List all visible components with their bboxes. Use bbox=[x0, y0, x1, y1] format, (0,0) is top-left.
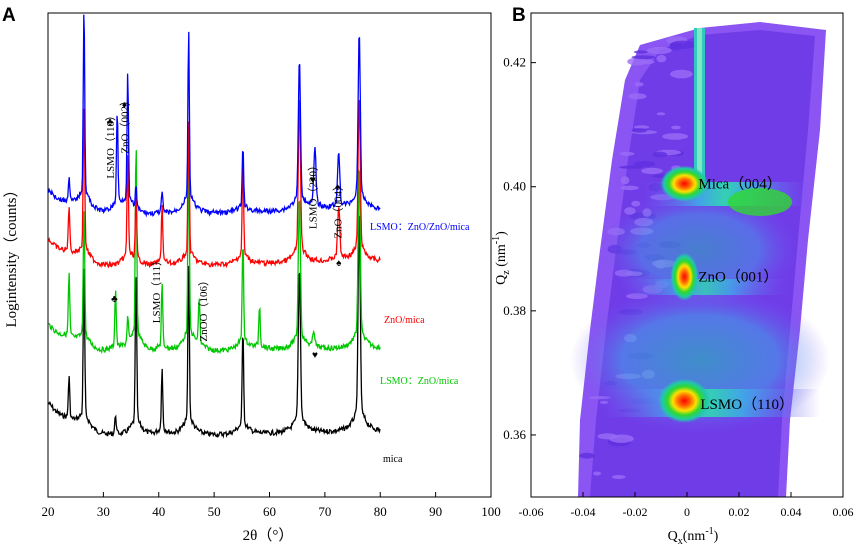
peak-symbol: ♠ bbox=[335, 182, 341, 193]
noise-blob bbox=[671, 125, 681, 130]
panel-a-series-labels: mica LSMO：ZnO/mica ZnO/mica LSMO：ZnO/ZnO/mi… bbox=[370, 222, 470, 465]
mica-side-lobe bbox=[728, 188, 792, 216]
qx-tick-label: -0.02 bbox=[623, 505, 648, 519]
peak-symbol: ♥ bbox=[312, 350, 318, 361]
diffraction-spot bbox=[658, 378, 711, 423]
peak-annotation: ZnOO（106） bbox=[197, 275, 210, 342]
noise-blob bbox=[646, 46, 672, 55]
peak-symbol: ♥ bbox=[310, 175, 316, 186]
qz-tick-label: 0.36 bbox=[503, 427, 526, 442]
x-tick-label: 60 bbox=[263, 504, 276, 519]
peak-symbol: ♦ bbox=[122, 100, 127, 111]
qx-tick-label: 0.04 bbox=[781, 505, 802, 519]
peak-annotation: ZnO（004） bbox=[332, 180, 345, 239]
qx-tick-label: -0.04 bbox=[571, 505, 596, 519]
x-tick-label: 80 bbox=[374, 504, 387, 519]
noise-blob bbox=[633, 161, 656, 167]
qz-tick-label: 0.40 bbox=[503, 179, 526, 194]
panel-a-plot: 20 30 40 50 60 70 80 90 100 LSMO（110）♣ ZnO（002）♦L… bbox=[3, 12, 501, 544]
series-line bbox=[48, 144, 381, 355]
series-label: LSMO：ZnO/ZnO/mica bbox=[370, 222, 470, 233]
noise-blob bbox=[611, 475, 626, 479]
noise-blob bbox=[641, 167, 663, 175]
noise-blob bbox=[669, 40, 697, 49]
panel-a-label: A bbox=[2, 5, 16, 26]
peak-symbol: ♠ bbox=[336, 258, 342, 269]
peak-symbol: ♣ bbox=[111, 294, 118, 305]
peak-annotation: LSMO（220） bbox=[307, 160, 320, 229]
x-tick-label: 50 bbox=[208, 504, 221, 519]
noise-blob bbox=[628, 93, 647, 100]
noise-blob bbox=[670, 69, 693, 79]
panel-b-label: B bbox=[512, 5, 526, 26]
noise-blob bbox=[631, 55, 656, 60]
peak-annotation: ZnO（002） bbox=[118, 95, 131, 154]
diffraction-spot bbox=[660, 165, 709, 202]
qx-tick-label: -0.06 bbox=[519, 505, 544, 519]
noise-blob bbox=[627, 57, 647, 66]
panel-a-annotations: LSMO（110）♣ ZnO（002）♦LSMO（220）♥ ZnO（004）♠LS… bbox=[104, 95, 345, 361]
panel-b-x-label: Qx(nm-1) bbox=[668, 526, 719, 547]
noise-blob bbox=[633, 50, 648, 54]
vertical-rod-core bbox=[697, 28, 702, 188]
series-line bbox=[47, 14, 381, 218]
noise-blob bbox=[634, 82, 644, 87]
panel-b-ticks: -0.06 -0.04 -0.02 0 0.02 0.04 0.06 0.36 0.38 0.40… bbox=[503, 55, 853, 519]
spot-label: Mica（004） bbox=[698, 176, 781, 193]
peak-annotation: LSMO（111） bbox=[150, 255, 163, 323]
x-tick-label: 30 bbox=[97, 504, 110, 519]
series-label: ZnO/mica bbox=[384, 315, 425, 326]
series-label: mica bbox=[383, 454, 403, 465]
spot-label: ZnO（001） bbox=[698, 269, 778, 286]
qx-tick-label: 0 bbox=[684, 505, 690, 519]
noise-blob bbox=[656, 54, 667, 63]
qz-tick-label: 0.38 bbox=[503, 303, 526, 318]
qz-tick-label: 0.42 bbox=[503, 55, 526, 70]
series-label: LSMO：ZnO/mica bbox=[380, 376, 459, 387]
map-spots: Mica（004） ZnO（001） LSMO（110） bbox=[658, 165, 794, 423]
qx-tick-label: 0.02 bbox=[729, 505, 750, 519]
x-tick-label: 90 bbox=[429, 504, 442, 519]
series-line bbox=[47, 99, 381, 269]
panel-b-plot: Mica（004）ZnO（001）LSMO（110） -0.06 -0.04 -0.… bbox=[491, 12, 854, 547]
peak-symbol: ♣ bbox=[107, 117, 114, 128]
noise-blob bbox=[634, 125, 650, 129]
noise-blob bbox=[620, 185, 639, 191]
noise-blob bbox=[620, 176, 630, 185]
panel-a-y-label: Logintensity（counts） bbox=[3, 183, 20, 328]
noise-blob bbox=[619, 151, 635, 156]
noise-blob bbox=[656, 112, 666, 116]
peak-annotation: LSMO（110） bbox=[104, 110, 117, 179]
x-tick-label: 100 bbox=[481, 504, 501, 519]
x-tick-label: 20 bbox=[42, 504, 55, 519]
noise-blob bbox=[662, 133, 689, 140]
noise-blob bbox=[652, 151, 668, 158]
noise-blob bbox=[609, 434, 634, 443]
panel-a-x-label: 2θ（°） bbox=[243, 527, 294, 544]
noise-blob bbox=[631, 128, 648, 133]
series-line bbox=[48, 214, 381, 439]
spot-label: LSMO（110） bbox=[700, 396, 794, 413]
noise-blob bbox=[593, 471, 602, 476]
x-tick-label: 40 bbox=[152, 504, 165, 519]
zno-streak bbox=[620, 279, 790, 295]
panel-a-x-ticks: 20 30 40 50 60 70 80 90 100 bbox=[42, 492, 501, 519]
panel-a-series bbox=[47, 14, 381, 439]
diffraction-spot bbox=[670, 252, 699, 301]
qx-tick-label: 0.06 bbox=[833, 505, 854, 519]
noise-blob bbox=[618, 165, 644, 169]
panel-b-y-label: Qz (nm-1) bbox=[491, 231, 512, 285]
x-tick-label: 70 bbox=[318, 504, 331, 519]
noise-blob bbox=[579, 452, 595, 459]
